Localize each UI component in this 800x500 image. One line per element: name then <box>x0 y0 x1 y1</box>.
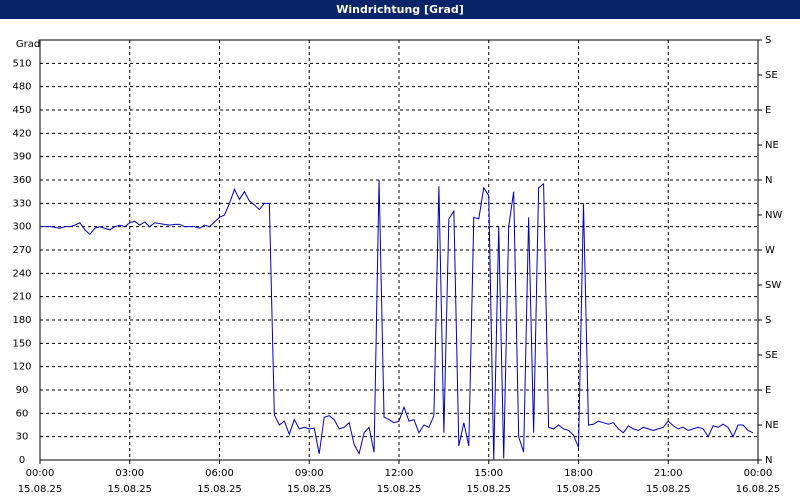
x-tick-date: 15.08.25 <box>107 484 152 495</box>
x-tick-label: 00:00 <box>744 468 773 479</box>
y2-tick-label: SW <box>765 280 781 291</box>
y-axis-label: Grad <box>16 39 40 50</box>
x-tick-label: 03:00 <box>115 468 144 479</box>
y-tick-label: 330 <box>12 198 31 209</box>
y2-tick-label: W <box>765 245 775 256</box>
x-tick-date: 15.08.25 <box>18 484 63 495</box>
y2-tick-label: S <box>765 35 771 46</box>
x-tick-label: 15:00 <box>474 468 503 479</box>
y-tick-label: 180 <box>12 315 31 326</box>
y-tick-label: 420 <box>12 128 31 139</box>
plot-frame <box>39 39 759 461</box>
y-tick-label: 480 <box>12 82 31 93</box>
x-tick-date: 16.08.25 <box>736 484 781 495</box>
x-tick-date: 15.08.25 <box>197 484 242 495</box>
y2-tick-label: S <box>765 315 771 326</box>
y-tick-label: 60 <box>16 408 29 419</box>
data-line <box>40 179 754 461</box>
y-tick-label: 270 <box>12 245 31 256</box>
y-tick-label: 510 <box>12 58 31 69</box>
x-tick-date: 15.08.25 <box>556 484 601 495</box>
y-tick-label: 240 <box>12 268 31 279</box>
y-tick-label: 300 <box>12 222 31 233</box>
y2-tick-label: N <box>765 175 772 186</box>
x-tick-date: 15.08.25 <box>377 484 422 495</box>
y-tick-label: 450 <box>12 105 31 116</box>
y2-tick-label: N <box>765 455 772 466</box>
x-tick-label: 00:00 <box>26 468 55 479</box>
y-tick-label: 0 <box>19 455 25 466</box>
x-tick-date: 15.08.25 <box>646 484 691 495</box>
title-bar: Windrichtung [Grad] <box>0 0 800 19</box>
y2-tick-label: SE <box>765 350 778 361</box>
y2-tick-label: SE <box>765 70 778 81</box>
y-tick-label: 360 <box>12 175 31 186</box>
y-tick-label: 30 <box>16 432 29 443</box>
x-tick-label: 06:00 <box>205 468 234 479</box>
y2-tick-label: NE <box>765 420 779 431</box>
x-tick-label: 09:00 <box>295 468 324 479</box>
y-tick-label: 390 <box>12 152 31 163</box>
y-tick-label: 90 <box>16 385 29 396</box>
x-tick-label: 18:00 <box>564 468 593 479</box>
y2-tick-label: NW <box>765 210 782 221</box>
y2-tick-label: NE <box>765 140 779 151</box>
y-tick-label: 120 <box>12 362 31 373</box>
x-tick-label: 21:00 <box>654 468 683 479</box>
y2-tick-label: E <box>765 385 771 396</box>
x-tick-date: 15.08.25 <box>287 484 332 495</box>
y2-tick-label: E <box>765 105 771 116</box>
y-tick-label: 210 <box>12 292 31 303</box>
y-tick-label: 150 <box>12 338 31 349</box>
x-tick-label: 12:00 <box>385 468 414 479</box>
x-tick-date: 15.08.25 <box>466 484 511 495</box>
